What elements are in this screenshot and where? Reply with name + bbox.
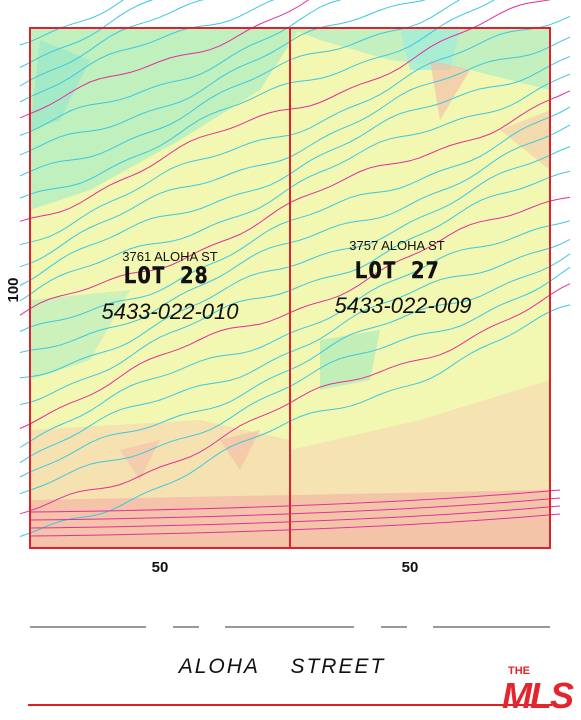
contour-line [29, 513, 561, 537]
lot-depth-label: 100 [5, 277, 22, 302]
lot-28-apn: 5433-022-010 [101, 299, 239, 324]
contour-line [19, 0, 124, 46]
contour-line [29, 489, 561, 513]
contour-line [19, 0, 495, 199]
contour-line [29, 497, 561, 521]
contour-line [19, 304, 571, 537]
contour-line [19, 15, 571, 246]
mls-logo-mls: MLS [502, 675, 574, 712]
mls-logo-the: THE [508, 665, 530, 677]
contour-line [19, 124, 571, 353]
lot-27-address: 3757 ALOHA ST [349, 238, 444, 253]
contour-line [19, 283, 571, 515]
contour-line [19, 0, 154, 68]
lot-27-apn: 5433-022-009 [334, 293, 471, 318]
contour-line [19, 0, 552, 222]
contour-line [19, 0, 427, 156]
contour-line [19, 0, 342, 136]
contour-line [19, 0, 461, 177]
lot-27-number: LOT 27 [354, 259, 439, 284]
lot-28-address: 3761 ALOHA ST [122, 249, 217, 264]
contour-line [29, 505, 561, 529]
contour-line [19, 36, 571, 268]
contour-line [19, 0, 275, 103]
contour-line [19, 73, 571, 302]
contour-line [19, 253, 571, 478]
contour-line [19, 55, 571, 286]
contour-line [19, 196, 571, 429]
street-name: ALOHA STREET [177, 655, 386, 678]
contour-line [19, 106, 571, 332]
contour-line [19, 146, 571, 379]
contour-lines [19, 0, 571, 537]
contour-line [19, 238, 571, 464]
contour-line [19, 170, 571, 405]
contour-line [19, 0, 205, 87]
contour-line [19, 220, 571, 448]
lot-28-number: LOT 28 [123, 264, 208, 289]
mls-logo: THE MLS [502, 665, 576, 712]
contour-line [19, 0, 310, 119]
contour-line [19, 266, 571, 495]
contour-line [19, 90, 571, 316]
lot-27-width-label: 50 [402, 559, 419, 576]
lot-28-width-label: 50 [152, 559, 169, 576]
